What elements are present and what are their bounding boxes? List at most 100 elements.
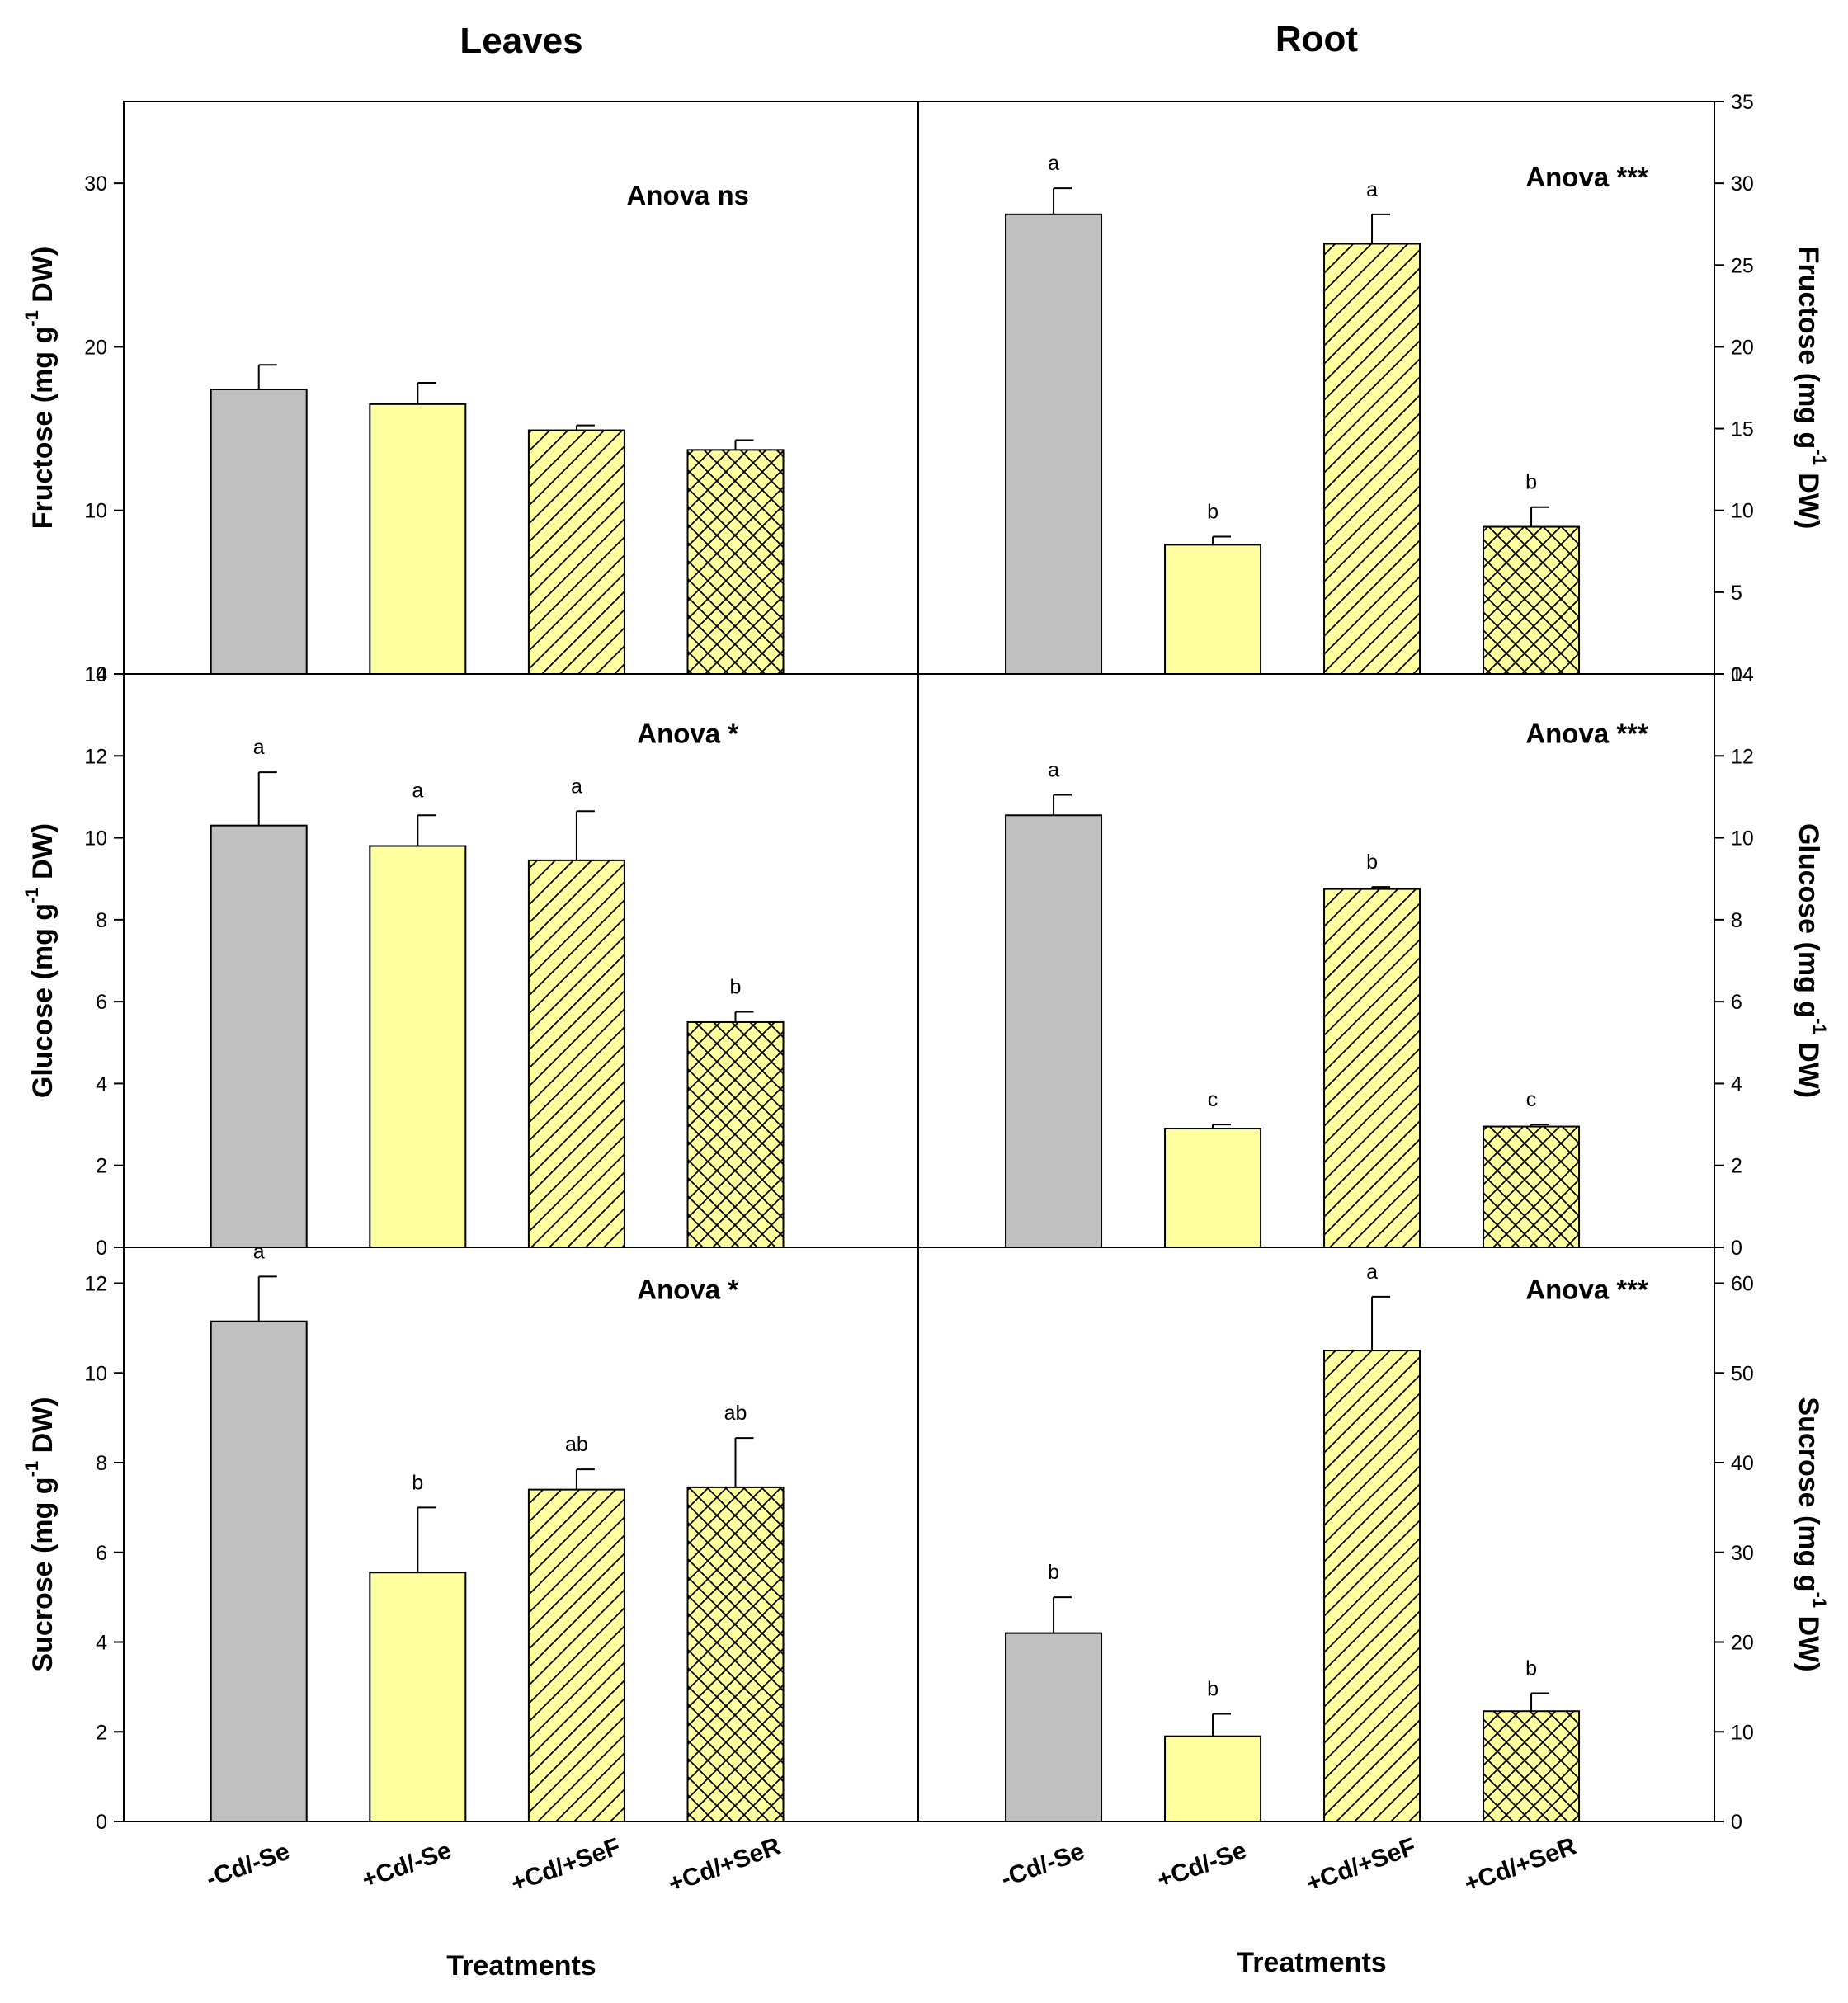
fructose-root-sig-letter-cd-ser: b [1525,471,1537,494]
fructose-root-panel: 0 5 10 15 20 25 30 35 Fructose (mg g-1 DW) a b a b An… [917,91,1830,686]
glucose-leaves-y-tick-label: 0 [96,1237,107,1260]
sucrose-root-category-label-cd-se: +Cd/-Se [1153,1836,1250,1893]
sucrose-leaves-y-axis-title-main: Sucrose (mg g [27,1477,59,1671]
sucrose-root-y-axis-title: Sucrose (mg g-1 DW) [1793,1397,1830,1671]
glucose-leaves-y-tick-label: 2 [96,1155,107,1178]
sucrose-leaves-sig-letter-cd-se: b [412,1471,423,1494]
leaves-x-axis-title: Treatments [446,1950,596,1982]
glucose-root-sig-letter-cd-se: a [1048,758,1059,781]
sucrose-leaves-anova-annotation: Anova * [637,1275,738,1305]
fructose-root-y-tick-label: 20 [1731,336,1754,359]
glucose-root-sig-letter-cd-ser: c [1526,1088,1537,1111]
fructose-leaves-y-tick-label: 0 [96,663,107,686]
fructose-root-anova-annotation: Anova *** [1525,162,1648,192]
glucose-root-bar-cd-ser [1483,1125,1581,1249]
fructose-root-y-axis-title-tail: DW) [1793,465,1824,529]
fructose-root-y-tick-label: 35 [1731,91,1754,114]
sucrose-leaves-category-label-cd-se: +Cd/-Se [359,1836,455,1893]
sucrose-leaves-sig-letter-cd-sef: ab [565,1433,588,1456]
sucrose-leaves-sig-letter-cd-se: a [253,1240,265,1263]
sucrose-leaves-y-tick-label: 10 [84,1362,107,1385]
glucose-root-bar-cd-se [1005,814,1103,1248]
glucose-leaves-y-axis-title-main: Glucose (mg g [27,903,59,1098]
glucose-root-y-tick-label: 6 [1731,991,1742,1014]
fructose-root-sig-letter-cd-se: b [1207,500,1219,523]
fructose-root-bar-cd-sef [1323,243,1421,676]
sucrose-root-category-label-cd-ser: +Cd/+SeR [1461,1832,1581,1898]
glucose-leaves-panel: 0 2 4 6 8 10 12 14 Glucose (mg g-1 DW) a a a b Anova … [21,663,919,1260]
sucrose-leaves-y-axis-title: Sucrose (mg g-1 DW) [21,1397,59,1671]
glucose-root-y-tick-label: 4 [1731,1072,1742,1096]
sucrose-leaves-y-tick-label: 0 [96,1811,107,1834]
sucrose-root-y-tick-label: 50 [1731,1362,1754,1385]
fructose-root-y-tick-label: 25 [1731,254,1754,277]
fructose-leaves-bar-cd-se [369,403,467,675]
glucose-root-anova-annotation: Anova *** [1525,718,1648,748]
glucose-leaves-bar-cd-ser [686,1020,785,1248]
glucose-root-y-tick-label: 8 [1731,909,1742,932]
fructose-leaves-y-axis-title: Fructose (mg g-1 DW) [21,247,59,530]
sucrose-leaves-category-label-cd-sef: +Cd/+SeF [507,1833,624,1897]
fructose-leaves-y-tick-label: 30 [84,172,107,196]
sucrose-leaves-y-axis-title-sup: -1 [21,1461,42,1478]
sucrose-root-bar-cd-sef [1323,1350,1421,1822]
fructose-root-y-tick-label: 5 [1731,582,1742,605]
sucrose-leaves-y-axis-title-tail: DW) [27,1397,59,1460]
sucrose-leaves-bar-cd-se [369,1572,467,1822]
glucose-leaves-sig-letter-cd-se: a [253,736,265,759]
sucrose-root-sig-letter-cd-ser: b [1525,1657,1537,1680]
fructose-leaves-y-axis-title-sup: -1 [21,310,42,327]
fructose-root-bar-cd-se [1164,544,1262,676]
glucose-leaves-y-axis-title-tail: DW) [27,823,59,887]
sucrose-root-bar-cd-ser [1483,1710,1581,1823]
fructose-leaves-bar-cd-ser [686,449,785,675]
sucrose-leaves-bar-cd-se [210,1320,308,1822]
sucrose-root-sig-letter-cd-se: b [1048,1561,1059,1584]
glucose-leaves-y-axis-title-sup: -1 [21,887,42,903]
sucrose-leaves-y-tick-label: 12 [84,1273,107,1296]
sucrose-root-category-label-cd-se: -Cd/-Se [997,1838,1088,1893]
glucose-leaves-bar-cd-se [369,845,467,1248]
sucrose-root-y-axis-title-tail: DW) [1793,1608,1824,1671]
sucrose-root-sig-letter-cd-se: b [1207,1678,1219,1701]
sucrose-leaves-panel: 0 2 4 6 8 10 12 Sucrose (mg g-1 DW) a -Cd/-Se b +Cd… [21,1240,919,1898]
fructose-root-bar-cd-se [1005,213,1103,675]
fructose-root-y-axis-title-sup: -1 [1809,449,1830,465]
glucose-root-y-tick-label: 12 [1731,745,1754,768]
glucose-leaves-y-tick-label: 10 [84,827,107,851]
fructose-leaves-bar-cd-sef [527,429,625,675]
sucrose-leaves-bar-cd-sef [527,1488,625,1822]
fructose-root-y-axis-title-main: Fructose (mg g [1793,247,1824,450]
sucrose-root-bar-cd-se [1164,1735,1262,1822]
fructose-root-sig-letter-cd-sef: a [1366,178,1378,201]
glucose-root-bar-cd-se [1164,1128,1262,1249]
sucrose-root-y-tick-label: 10 [1731,1721,1754,1744]
glucose-root-y-axis-title: Glucose (mg g-1 DW) [1793,823,1830,1098]
glucose-root-bar-cd-sef [1323,888,1421,1248]
glucose-root-sig-letter-cd-sef: b [1366,851,1378,874]
glucose-root-y-axis-title-sup: -1 [1809,1018,1830,1034]
glucose-leaves-sig-letter-cd-ser: b [730,976,742,999]
sucrose-root-y-tick-label: 60 [1731,1273,1754,1296]
leaves-column-title: Leaves [460,21,582,61]
sucrose-root-category-label-cd-sef: +Cd/+SeF [1303,1833,1419,1897]
glucose-leaves-bar-cd-se [210,824,308,1249]
glucose-leaves-bar-cd-sef [527,859,625,1248]
fructose-leaves-panel: 0 10 20 30 Fructose (mg g-1 DW) Anova ns [21,101,919,686]
sucrose-root-y-axis-title-sup: -1 [1809,1592,1830,1609]
glucose-leaves-anova-annotation: Anova * [637,718,738,748]
fructose-root-y-tick-label: 0 [1731,663,1742,686]
sucrose-root-y-tick-label: 40 [1731,1452,1754,1475]
sucrose-leaves-y-tick-label: 4 [96,1632,107,1655]
sucrose-root-y-tick-label: 20 [1731,1632,1754,1655]
sucrose-leaves-y-tick-label: 6 [96,1542,107,1565]
glucose-leaves-y-tick-label: 14 [84,663,107,686]
sucrose-root-plot-frame [917,1247,1715,1822]
sucrose-root-anova-annotation: Anova *** [1525,1275,1648,1305]
fructose-leaves-y-axis-title-tail: DW) [27,247,59,310]
glucose-root-y-tick-label: 0 [1731,1237,1742,1260]
fructose-root-y-tick-label: 30 [1731,172,1754,196]
fructose-leaves-anova-annotation: Anova ns [626,180,749,210]
